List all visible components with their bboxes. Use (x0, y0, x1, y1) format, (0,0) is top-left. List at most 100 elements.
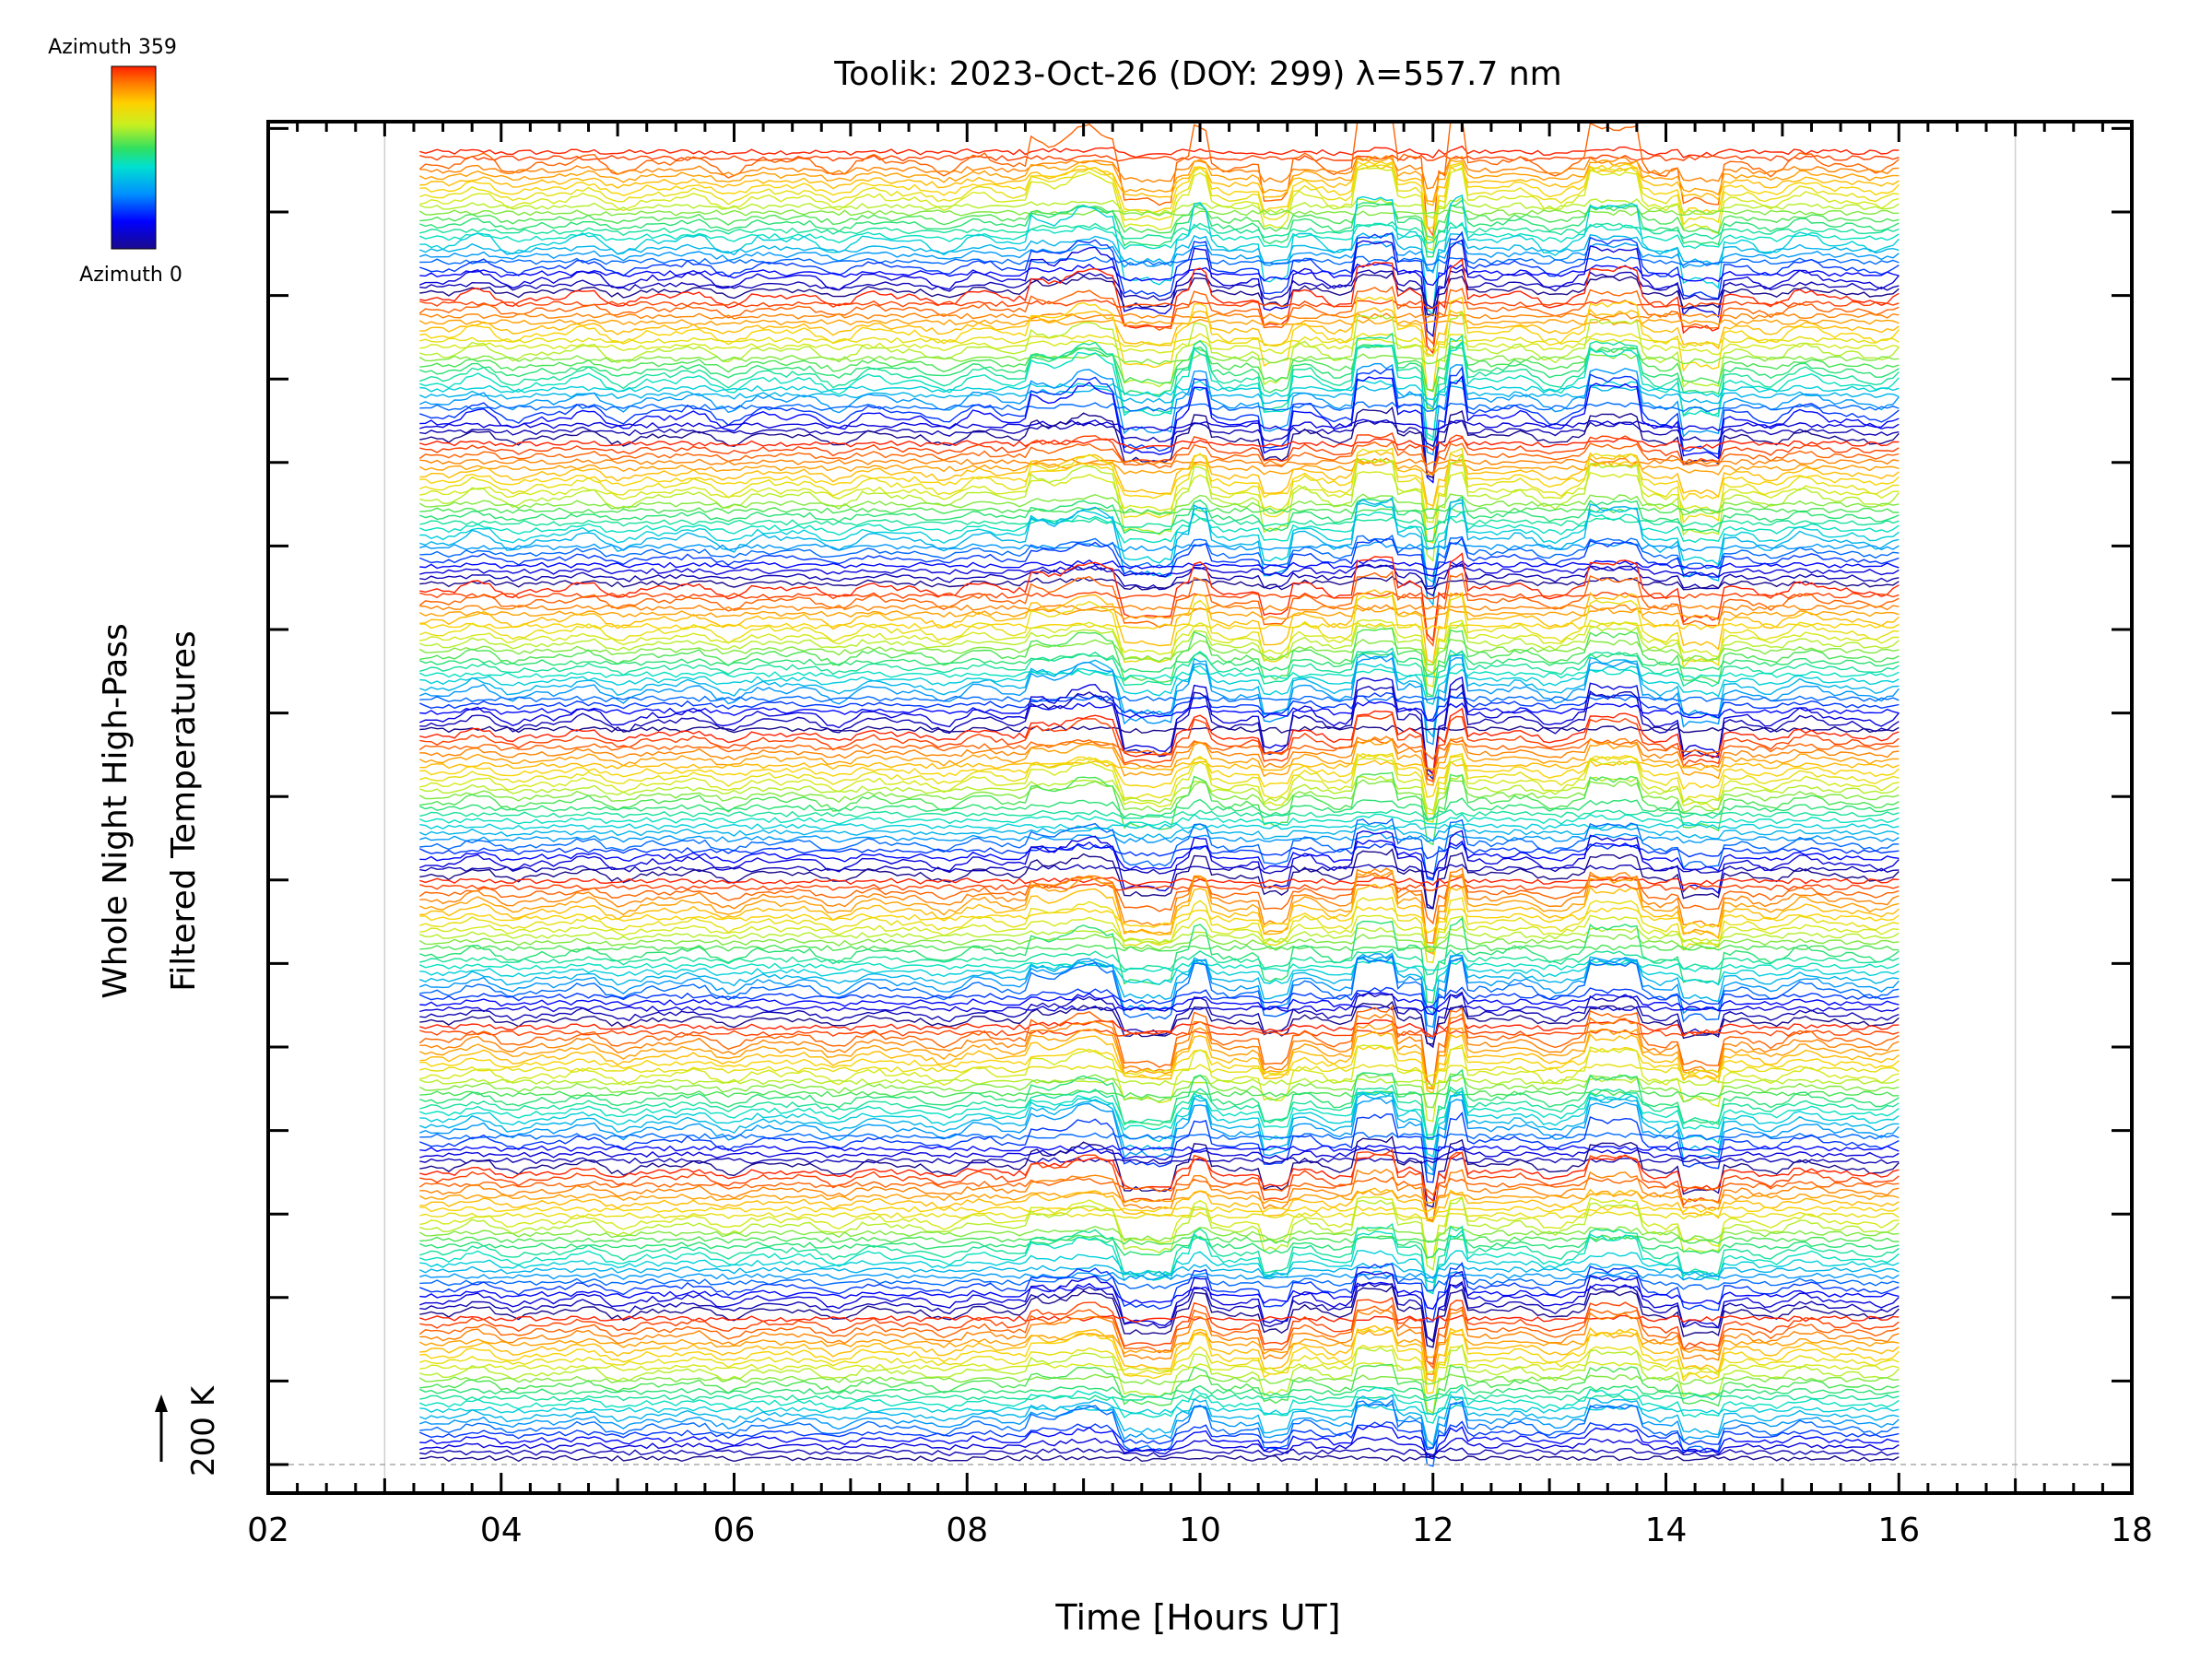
x-tick-label: 18 (2111, 1512, 2153, 1549)
series-line-145 (419, 1029, 1900, 1037)
series-line-2 (418, 122, 1900, 238)
series-line-152 (419, 1043, 1900, 1123)
series-line-20 (419, 263, 1900, 287)
series-line-186 (419, 1273, 1900, 1292)
series-line-189 (419, 1270, 1900, 1342)
series-line-170 (418, 1176, 1900, 1196)
series-line-80 (419, 618, 1900, 665)
series-line-128 (419, 914, 1900, 951)
series-line-212 (419, 1425, 1900, 1460)
series-line-103 (419, 752, 1900, 815)
series-line-127 (419, 896, 1900, 964)
series-line-85 (419, 647, 1900, 698)
series-line-24 (419, 257, 1900, 355)
series-line-130 (418, 933, 1900, 953)
series-line-211 (419, 1420, 1900, 1451)
series-line-90 (419, 695, 1900, 703)
series-line-102 (419, 753, 1900, 798)
series-line-175 (419, 1211, 1900, 1220)
series-line-144 (419, 1018, 1900, 1038)
series-line-39 (419, 380, 1900, 401)
series-line-96 (419, 707, 1900, 774)
series-line-141 (419, 1005, 1900, 1013)
x-axis-label: Time [Hours UT] (1054, 1597, 1340, 1638)
series-line-118 (419, 864, 1900, 875)
scale-label: 200 K (185, 1384, 222, 1477)
series-line-146 (418, 1005, 1900, 1089)
series-line-119 (419, 848, 1900, 910)
grid (383, 122, 2017, 1493)
series-line-190 (419, 1280, 1900, 1343)
series-line-93 (419, 676, 1900, 776)
series-line-155 (419, 1089, 1900, 1099)
series-line-89 (419, 655, 1900, 746)
colorbar: Azimuth 359 Azimuth 0 (48, 36, 182, 287)
series-line-32 (419, 337, 1900, 358)
x-tick-label: 10 (1179, 1512, 1221, 1549)
series-line-48 (419, 436, 1900, 452)
series-line-150 (419, 1044, 1900, 1089)
series-line-61 (419, 516, 1900, 531)
series-line-126 (419, 905, 1900, 935)
series-line-9 (419, 196, 1900, 219)
series-line-92 (419, 700, 1900, 723)
series-line-210 (419, 1399, 1900, 1467)
series-line-0 (419, 145, 1900, 159)
series-line-165 (419, 1147, 1900, 1161)
series-line-33 (419, 310, 1900, 413)
series-line-191 (419, 1285, 1900, 1348)
series-line-135 (419, 958, 1900, 992)
series-line-108 (419, 797, 1900, 821)
series-line-50 (418, 441, 1900, 477)
x-tick-label: 14 (1645, 1512, 1688, 1549)
series-line-27 (419, 312, 1900, 320)
series-line-22 (419, 268, 1900, 310)
series-line-134 (418, 959, 1900, 973)
x-tick-label: 16 (1877, 1512, 1920, 1549)
series-line-154 (418, 1073, 1900, 1109)
series-line-14 (419, 221, 1900, 253)
series-line-17 (419, 241, 1900, 272)
series-line-104 (419, 757, 1900, 823)
series-line-78 (419, 621, 1900, 630)
series-line-122 (418, 871, 1900, 925)
series-line-187 (419, 1261, 1900, 1323)
series-line-56 (419, 471, 1900, 524)
series-line-214 (419, 1447, 1900, 1458)
series-line-84 (419, 650, 1900, 677)
series-line-82 (418, 638, 1900, 666)
series-line-193 (419, 1296, 1900, 1366)
series-line-34 (418, 352, 1900, 365)
series-line-91 (419, 691, 1900, 722)
series-line-182 (419, 1229, 1900, 1295)
series-line-110 (419, 813, 1900, 827)
x-tick-label: 02 (247, 1512, 289, 1549)
series-line-42 (419, 401, 1900, 413)
series-line-7 (419, 162, 1900, 241)
series-group (418, 122, 1900, 1467)
x-axis-ticks: 02 04 06 08 10 12 14 16 18 (247, 122, 2153, 1549)
series-line-3 (419, 155, 1900, 190)
series-line-129 (419, 925, 1900, 948)
series-line-162 (419, 1132, 1900, 1141)
series-line-124 (419, 869, 1900, 955)
series-line-138 (419, 955, 1900, 1041)
series-line-183 (419, 1250, 1900, 1284)
series-line-180 (419, 1233, 1900, 1259)
series-line-203 (419, 1363, 1900, 1416)
series-line-115 (418, 842, 1900, 860)
series-line-153 (419, 1077, 1900, 1087)
y-axis-label-2: Filtered Temperatures (165, 630, 203, 992)
series-line-43 (419, 366, 1900, 479)
series-line-140 (419, 992, 1900, 1016)
series-line-99 (419, 735, 1900, 777)
series-line-21 (419, 239, 1900, 338)
series-line-196 (418, 1329, 1900, 1359)
series-line-192 (419, 1314, 1900, 1324)
series-line-147 (419, 1013, 1900, 1090)
series-line-28 (418, 318, 1900, 326)
series-line-49 (419, 432, 1900, 475)
series-line-120 (419, 876, 1900, 887)
series-line-184 (419, 1262, 1900, 1280)
